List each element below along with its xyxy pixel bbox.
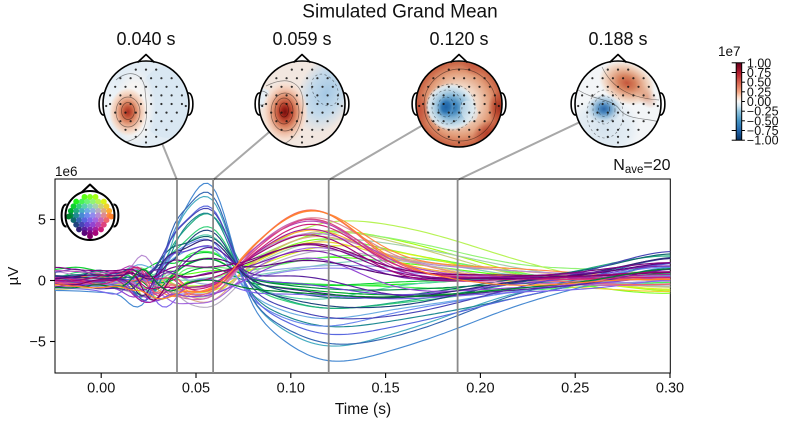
svg-text:0.059 s: 0.059 s (272, 29, 331, 49)
svg-text:0.00: 0.00 (87, 381, 115, 397)
svg-text:0.25: 0.25 (561, 381, 589, 397)
svg-text:0.120 s: 0.120 s (429, 29, 488, 49)
svg-text:Time (s): Time (s) (335, 401, 391, 418)
svg-text:0.25: 0.25 (747, 85, 771, 99)
svg-text:5: 5 (38, 213, 46, 229)
svg-text:−0.75: −0.75 (747, 124, 779, 138)
svg-text:0.15: 0.15 (371, 381, 399, 397)
svg-text:0.75: 0.75 (747, 66, 771, 80)
svg-text:Nave=20: Nave=20 (613, 157, 670, 176)
svg-text:−0.25: −0.25 (747, 105, 779, 119)
svg-text:0.00: 0.00 (747, 95, 771, 109)
svg-text:1e6: 1e6 (55, 164, 78, 179)
svg-text:−0.50: −0.50 (747, 114, 779, 128)
svg-text:0.05: 0.05 (182, 381, 210, 397)
svg-text:Simulated Grand Mean: Simulated Grand Mean (302, 2, 497, 23)
svg-text:0: 0 (38, 274, 46, 290)
svg-text:0.30: 0.30 (656, 381, 684, 397)
svg-text:0.188 s: 0.188 s (588, 29, 647, 49)
svg-text:0.50: 0.50 (747, 76, 771, 90)
svg-text:1e7: 1e7 (718, 44, 741, 59)
svg-text:1.00: 1.00 (747, 56, 771, 70)
svg-text:−5: −5 (29, 335, 46, 351)
svg-text:µV: µV (5, 267, 22, 286)
svg-text:−1.00: −1.00 (747, 134, 779, 148)
svg-text:0.040 s: 0.040 s (116, 29, 175, 49)
svg-text:0.10: 0.10 (277, 381, 305, 397)
svg-text:0.20: 0.20 (466, 381, 494, 397)
